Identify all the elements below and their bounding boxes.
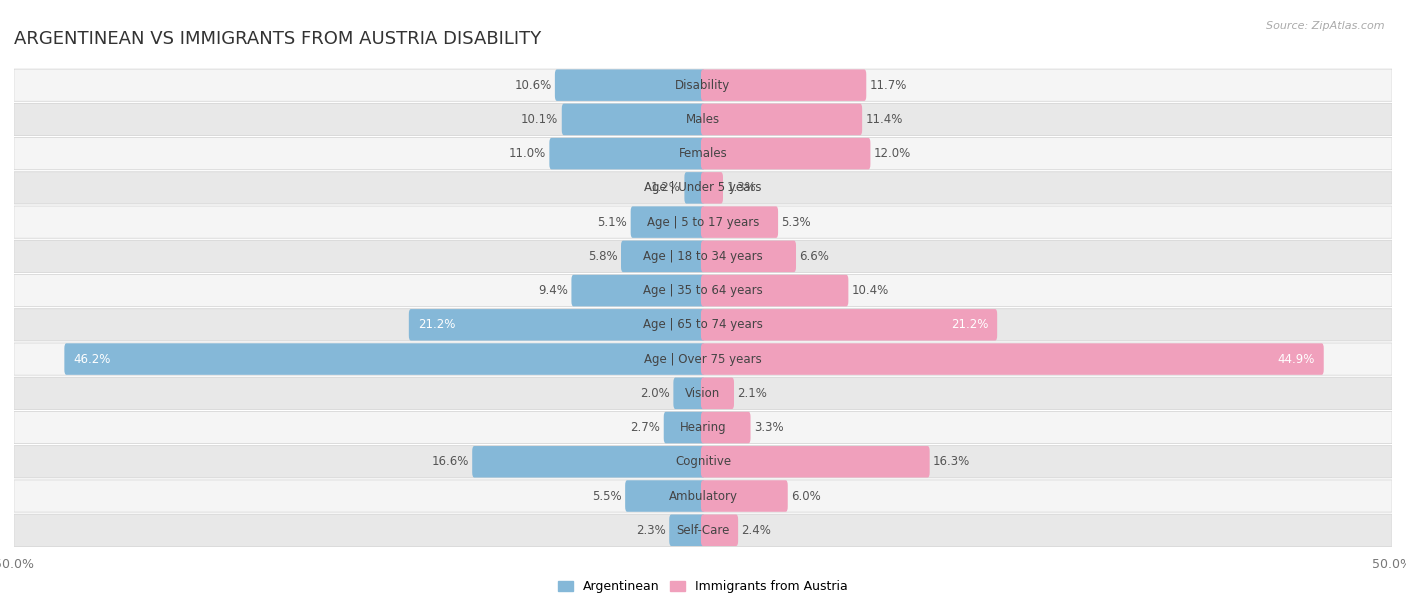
Text: Females: Females (679, 147, 727, 160)
Text: 5.8%: 5.8% (588, 250, 617, 263)
Text: Vision: Vision (685, 387, 721, 400)
FancyBboxPatch shape (626, 480, 704, 512)
Text: 2.3%: 2.3% (636, 524, 666, 537)
FancyBboxPatch shape (14, 343, 1392, 375)
Text: 3.3%: 3.3% (754, 421, 783, 434)
FancyBboxPatch shape (702, 515, 738, 546)
Text: 11.4%: 11.4% (866, 113, 903, 126)
FancyBboxPatch shape (14, 411, 1392, 444)
FancyBboxPatch shape (14, 206, 1392, 238)
Text: 10.1%: 10.1% (522, 113, 558, 126)
Text: 2.7%: 2.7% (630, 421, 661, 434)
FancyBboxPatch shape (621, 241, 704, 272)
FancyBboxPatch shape (702, 412, 751, 443)
FancyBboxPatch shape (702, 343, 1323, 375)
FancyBboxPatch shape (14, 138, 1392, 170)
FancyBboxPatch shape (702, 378, 734, 409)
Text: 12.0%: 12.0% (875, 147, 911, 160)
Text: 44.9%: 44.9% (1278, 353, 1315, 365)
Text: Source: ZipAtlas.com: Source: ZipAtlas.com (1267, 21, 1385, 31)
Text: Ambulatory: Ambulatory (668, 490, 738, 502)
FancyBboxPatch shape (550, 138, 704, 170)
Text: 21.2%: 21.2% (418, 318, 456, 331)
FancyBboxPatch shape (65, 343, 704, 375)
FancyBboxPatch shape (702, 172, 723, 204)
Text: 6.6%: 6.6% (800, 250, 830, 263)
Text: 5.1%: 5.1% (598, 215, 627, 229)
FancyBboxPatch shape (702, 69, 866, 101)
FancyBboxPatch shape (702, 241, 796, 272)
FancyBboxPatch shape (664, 412, 704, 443)
FancyBboxPatch shape (14, 514, 1392, 547)
Legend: Argentinean, Immigrants from Austria: Argentinean, Immigrants from Austria (554, 575, 852, 599)
FancyBboxPatch shape (14, 172, 1392, 204)
FancyBboxPatch shape (571, 275, 704, 307)
Text: 1.3%: 1.3% (727, 181, 756, 195)
FancyBboxPatch shape (14, 377, 1392, 409)
FancyBboxPatch shape (472, 446, 704, 477)
FancyBboxPatch shape (669, 515, 704, 546)
Text: 10.4%: 10.4% (852, 284, 889, 297)
Text: 46.2%: 46.2% (73, 353, 111, 365)
Text: Age | 18 to 34 years: Age | 18 to 34 years (643, 250, 763, 263)
FancyBboxPatch shape (555, 69, 704, 101)
FancyBboxPatch shape (14, 446, 1392, 478)
Text: Age | Under 5 years: Age | Under 5 years (644, 181, 762, 195)
Text: Disability: Disability (675, 79, 731, 92)
Text: Cognitive: Cognitive (675, 455, 731, 468)
FancyBboxPatch shape (702, 138, 870, 170)
FancyBboxPatch shape (562, 103, 704, 135)
Text: Age | Over 75 years: Age | Over 75 years (644, 353, 762, 365)
Text: 9.4%: 9.4% (538, 284, 568, 297)
FancyBboxPatch shape (685, 172, 704, 204)
Text: Age | 35 to 64 years: Age | 35 to 64 years (643, 284, 763, 297)
Text: 16.3%: 16.3% (934, 455, 970, 468)
FancyBboxPatch shape (409, 309, 704, 341)
Text: 5.5%: 5.5% (592, 490, 621, 502)
Text: ARGENTINEAN VS IMMIGRANTS FROM AUSTRIA DISABILITY: ARGENTINEAN VS IMMIGRANTS FROM AUSTRIA D… (14, 29, 541, 48)
Text: Age | 5 to 17 years: Age | 5 to 17 years (647, 215, 759, 229)
FancyBboxPatch shape (14, 275, 1392, 307)
Text: 11.0%: 11.0% (509, 147, 546, 160)
FancyBboxPatch shape (702, 206, 778, 238)
FancyBboxPatch shape (14, 103, 1392, 135)
Text: 6.0%: 6.0% (792, 490, 821, 502)
FancyBboxPatch shape (702, 446, 929, 477)
FancyBboxPatch shape (14, 480, 1392, 512)
FancyBboxPatch shape (14, 241, 1392, 272)
Text: 21.2%: 21.2% (950, 318, 988, 331)
Text: 10.6%: 10.6% (515, 79, 551, 92)
Text: 5.3%: 5.3% (782, 215, 811, 229)
Text: 1.2%: 1.2% (651, 181, 681, 195)
Text: 2.1%: 2.1% (738, 387, 768, 400)
FancyBboxPatch shape (702, 103, 862, 135)
Text: 2.4%: 2.4% (741, 524, 772, 537)
Text: Hearing: Hearing (679, 421, 727, 434)
FancyBboxPatch shape (631, 206, 704, 238)
Text: Males: Males (686, 113, 720, 126)
FancyBboxPatch shape (702, 275, 848, 307)
FancyBboxPatch shape (14, 69, 1392, 101)
Text: 11.7%: 11.7% (870, 79, 907, 92)
Text: 2.0%: 2.0% (640, 387, 669, 400)
Text: Self-Care: Self-Care (676, 524, 730, 537)
FancyBboxPatch shape (673, 378, 704, 409)
Text: 16.6%: 16.6% (432, 455, 468, 468)
FancyBboxPatch shape (14, 308, 1392, 341)
Text: Age | 65 to 74 years: Age | 65 to 74 years (643, 318, 763, 331)
FancyBboxPatch shape (702, 480, 787, 512)
FancyBboxPatch shape (702, 309, 997, 341)
